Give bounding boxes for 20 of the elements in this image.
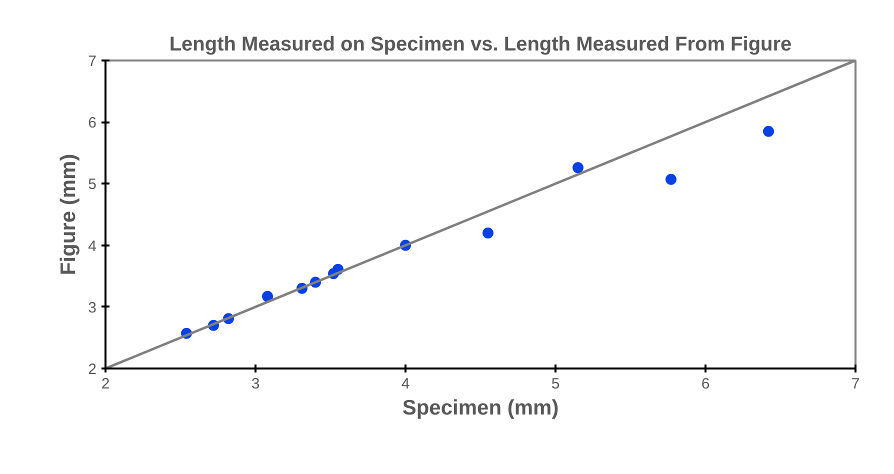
y-tick-label: 2 — [88, 361, 96, 378]
y-tick-label: 7 — [88, 53, 96, 70]
x-tick-label: 7 — [851, 376, 860, 392]
y-tick-label: 6 — [88, 114, 96, 132]
chart-title: Length Measured on Specimen vs. Length Measured From Figure — [169, 34, 792, 56]
y-axis-title: Figure (mm) — [57, 154, 80, 276]
point — [482, 227, 494, 238]
point — [763, 126, 774, 137]
x-tick-label: 2 — [101, 376, 110, 392]
x-tick-label: 6 — [701, 376, 710, 392]
x-tick-label: 4 — [401, 376, 410, 392]
x-axis-title: Specimen (mm) — [402, 396, 559, 420]
point — [572, 162, 584, 174]
x-tick-label: 3 — [251, 376, 260, 392]
y-tick-label: 3 — [88, 299, 96, 316]
y-tick-label: 4 — [88, 238, 96, 255]
x-tick-label: 5 — [551, 376, 560, 392]
point — [666, 174, 676, 185]
y-tick-label: 5 — [88, 176, 96, 194]
point — [262, 290, 273, 302]
